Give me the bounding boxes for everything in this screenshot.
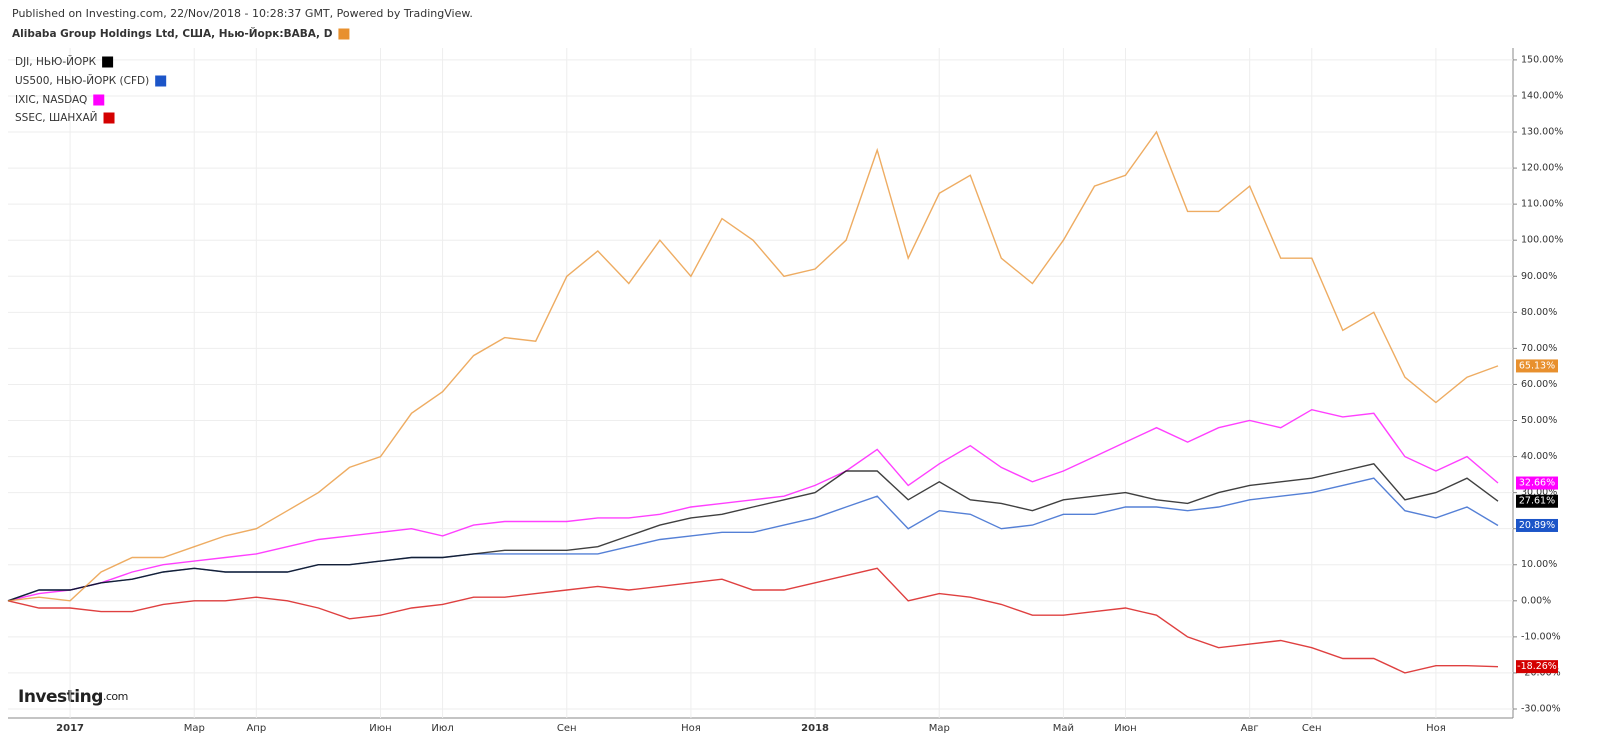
y-tick-label: -30.00% <box>1521 703 1561 714</box>
x-tick-label: 2018 <box>801 723 829 734</box>
y-tick-label: -10.00% <box>1521 631 1561 642</box>
end-label: 27.61% <box>1519 496 1555 507</box>
x-tick-label: Ноя <box>681 723 701 734</box>
legend-label: DJI, НЬЮ-ЙОРК <box>15 55 97 68</box>
x-tick-label: Июн <box>1114 723 1136 734</box>
series-line <box>7 567 1499 674</box>
end-label: 20.89% <box>1519 520 1555 531</box>
legend-label: IXIC, NASDAQ <box>15 94 87 106</box>
end-label-bg <box>1516 359 1558 373</box>
series-line <box>7 463 1499 602</box>
legend-swatch <box>338 28 350 40</box>
end-label-bg <box>1516 518 1558 532</box>
end-label-bg <box>1516 476 1558 490</box>
legend-swatch <box>93 94 105 106</box>
series-line <box>7 408 1499 602</box>
x-tick-label: 2017 <box>56 723 84 734</box>
legend-label: SSEC, ШАНХАЙ <box>15 111 98 124</box>
watermark: Investing.com <box>18 687 128 707</box>
x-tick-label: Июл <box>431 723 453 734</box>
x-tick-label: Мар <box>184 723 205 734</box>
y-tick-label: 40.00% <box>1521 451 1557 462</box>
x-tick-label: Ноя <box>1426 723 1446 734</box>
y-tick-label: 70.00% <box>1521 343 1557 354</box>
y-tick-label: 30.00% <box>1521 487 1557 498</box>
header: Published on Investing.com, 22/Nov/2018 … <box>12 7 473 20</box>
legend-swatch <box>103 112 115 124</box>
y-tick-label: 50.00% <box>1521 415 1557 426</box>
x-tick-label: Авг <box>1241 723 1259 734</box>
watermark-suffix: .com <box>103 690 128 703</box>
grid <box>8 48 1513 718</box>
end-label: 65.13% <box>1519 360 1555 371</box>
x-tick-label: Июн <box>369 723 391 734</box>
x-tick-label: Мар <box>929 723 950 734</box>
legend-swatch <box>155 75 167 87</box>
y-tick-label: 90.00% <box>1521 271 1557 282</box>
end-label-bg <box>1516 660 1558 674</box>
y-tick-label: 0.00% <box>1521 595 1551 606</box>
y-tick-label: 130.00% <box>1521 127 1563 138</box>
legend-label: Alibaba Group Holdings Ltd, США, Нью-Йор… <box>12 27 333 40</box>
x-tick-label: Сен <box>557 723 577 734</box>
x-tick-label: Май <box>1053 723 1074 734</box>
x-tick-label: Сен <box>1302 723 1322 734</box>
legend-swatch <box>102 56 114 68</box>
y-tick-label: 140.00% <box>1521 90 1563 101</box>
y-tick-label: 10.00% <box>1521 559 1557 570</box>
series-line <box>7 130 1499 602</box>
y-tick-label: 150.00% <box>1521 54 1563 65</box>
y-tick-label: 110.00% <box>1521 199 1563 210</box>
end-label: -18.26% <box>1517 661 1557 672</box>
series-line <box>7 477 1499 602</box>
legend-label: US500, НЬЮ-ЙОРК (CFD) <box>15 74 149 87</box>
x-tick-label: Апр <box>246 723 266 734</box>
y-tick-label: 100.00% <box>1521 235 1563 246</box>
y-tick-label: 60.00% <box>1521 379 1557 390</box>
watermark-main: Investing <box>18 687 103 707</box>
end-label-bg <box>1516 494 1558 508</box>
y-tick-label: 80.00% <box>1521 307 1557 318</box>
y-tick-label: 120.00% <box>1521 163 1563 174</box>
end-label: 32.66% <box>1519 478 1555 489</box>
